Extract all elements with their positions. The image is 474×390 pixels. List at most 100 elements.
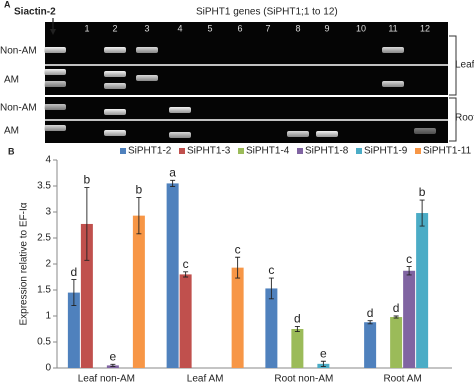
error-bar [320, 360, 326, 367]
error-bar [367, 320, 373, 325]
error-bar [136, 196, 142, 235]
significance-letter: b [136, 183, 143, 197]
legend-swatch [120, 148, 126, 154]
gel-band [136, 75, 158, 81]
y-tick-label: 3.5 [37, 181, 51, 192]
gel-band [287, 131, 309, 137]
lane-number: 4 [177, 23, 182, 33]
row-label: Non-AM [0, 46, 37, 57]
gel-band [414, 128, 436, 134]
bar [179, 274, 192, 368]
gel-band [44, 104, 66, 110]
bar [166, 183, 179, 368]
gel-band [44, 47, 66, 53]
x-tick-label: Root AM [383, 374, 421, 385]
y-tick-label: 2 [45, 259, 51, 270]
legend-swatch [356, 148, 362, 154]
bracket [449, 35, 457, 96]
gel-band [44, 69, 66, 75]
error-bar [110, 363, 116, 367]
lane-number: 11 [388, 23, 397, 33]
gel-band [316, 131, 338, 137]
y-tick-label: 1.5 [37, 285, 51, 296]
lane-number: 5 [207, 23, 212, 33]
significance-letter: c [406, 252, 412, 266]
row-label: AM [4, 126, 19, 137]
lane-number: 12 [420, 23, 430, 33]
lane-number: 10 [356, 23, 366, 33]
x-tick-label: Leaf non-AM [78, 374, 135, 385]
tissue-label: Root [455, 113, 474, 124]
arrow-head [50, 29, 56, 35]
significance-letter: d [294, 312, 301, 326]
error-bar [393, 315, 399, 319]
legend-swatch [297, 148, 303, 154]
legend-label: SiPHT1-4 [246, 146, 290, 157]
y-tick-label: 0.5 [37, 337, 51, 348]
significance-letter: d [393, 301, 400, 315]
bar [231, 267, 244, 368]
gel-band [104, 71, 126, 77]
gel-band [382, 81, 404, 87]
y-tick-label: 4 [45, 155, 51, 166]
lane-number: 9 [324, 23, 329, 33]
legend-label: SiPHT1-2 [128, 146, 172, 157]
gel-band [104, 130, 126, 136]
legend-swatch [238, 148, 244, 154]
gel-panel: A Siactin-2 SiPHT1 genes (SiPHT1;1 to 12… [0, 0, 474, 143]
bar [67, 292, 80, 368]
lane-number: 1 [84, 23, 89, 33]
significance-letter: b [419, 185, 426, 199]
bracket [449, 97, 457, 142]
bar [132, 215, 145, 368]
significance-letter: c [183, 257, 189, 271]
control-label: Siactin-2 [14, 7, 56, 18]
x-tick-label: Leaf AM [187, 374, 224, 385]
lane-number: 8 [295, 23, 300, 33]
bar [416, 213, 429, 368]
gel-band [382, 47, 404, 53]
bar [265, 288, 278, 368]
error-bar [419, 199, 425, 227]
error-bar [170, 179, 176, 187]
legend-label: SiPHT1-8 [305, 146, 349, 157]
legend-label: SiPHT1-11 [423, 146, 472, 157]
error-bar [84, 187, 90, 261]
lane-number: 7 [265, 23, 270, 33]
bar [403, 270, 416, 368]
y-tick-label: 3 [45, 207, 51, 218]
legend-label: SiPHT1-3 [187, 146, 231, 157]
legend-swatch [179, 148, 185, 154]
x-tick-label: Root non-AM [274, 374, 333, 385]
gel-image [45, 22, 448, 143]
gel-band [104, 109, 126, 115]
row-label: AM [4, 75, 19, 86]
significance-letter: a [169, 165, 176, 179]
error-bar [183, 271, 189, 278]
y-axis-label: Expression relative to EF-Iα [19, 202, 30, 325]
error-bar [294, 325, 300, 333]
gel-band [44, 81, 66, 87]
significance-letter: b [84, 173, 91, 187]
legend-label: SiPHT1-9 [364, 146, 408, 157]
significance-letter: e [320, 346, 327, 360]
significance-letter: e [110, 350, 117, 364]
error-bar [268, 277, 274, 300]
bar [291, 329, 304, 368]
error-bar [406, 266, 412, 276]
error-bar [235, 256, 241, 279]
gel-band [169, 132, 191, 138]
bar-chart: B Expression relative to EF-Iα 0 0.5 1 1.5 2… [8, 146, 472, 385]
gel-band [104, 83, 126, 89]
lane-number: 2 [112, 23, 117, 33]
panel-label: A [4, 0, 11, 9]
gel-band [104, 47, 126, 53]
significance-letter: d [71, 265, 78, 279]
y-tick-label: 2.5 [37, 233, 51, 244]
significance-letter: d [367, 306, 374, 320]
panel-label: B [8, 146, 15, 156]
bar [364, 322, 377, 368]
y-tick-label: 0 [45, 363, 51, 374]
lane-number: 6 [237, 23, 242, 33]
